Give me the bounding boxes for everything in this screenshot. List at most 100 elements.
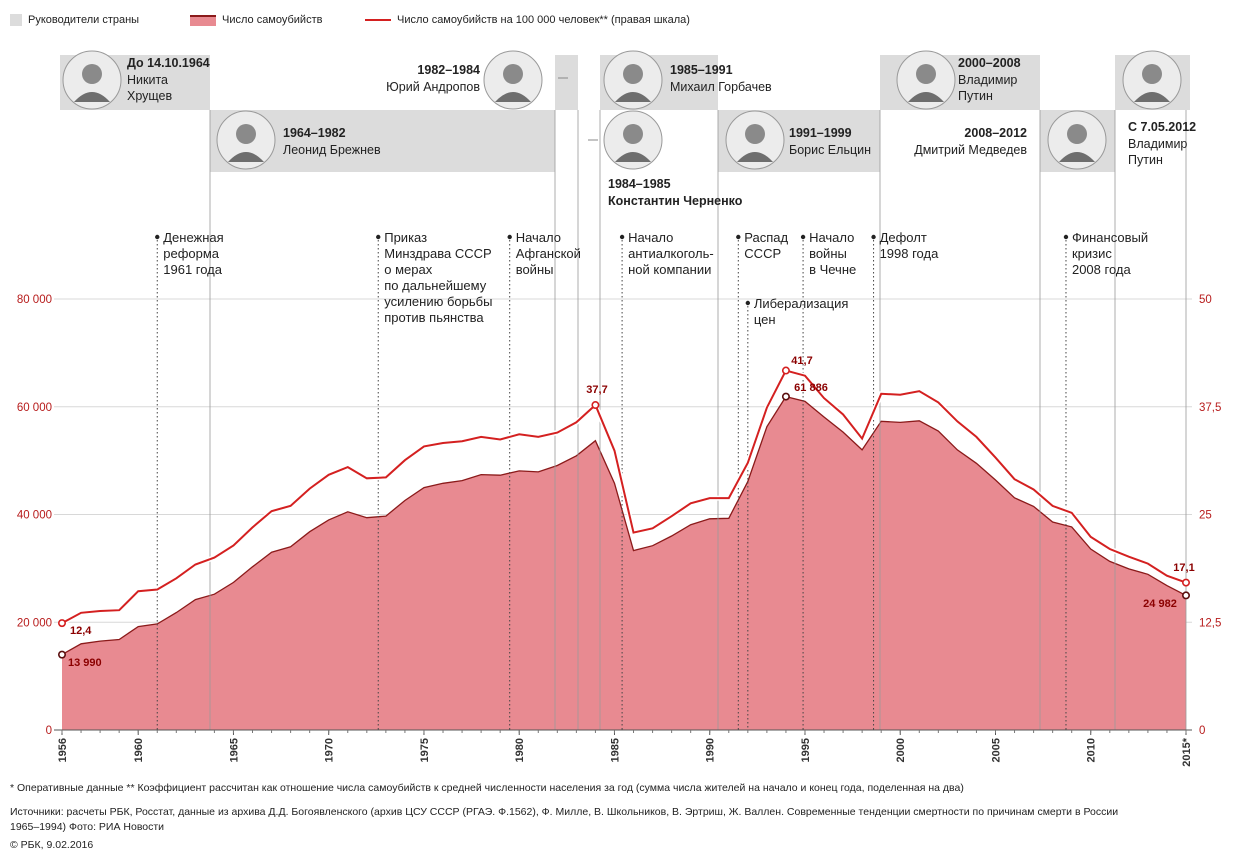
annotation-dot bbox=[57, 619, 66, 628]
event-label: 1961 года bbox=[163, 262, 223, 277]
leader-years: 1964–1982 bbox=[283, 126, 346, 140]
rate-swatch bbox=[365, 19, 391, 21]
portrait-shoulders bbox=[615, 152, 651, 162]
x-tick-label: 1980 bbox=[514, 738, 526, 762]
rate-line-path bbox=[61, 369, 1187, 624]
event-dot bbox=[1063, 234, 1069, 240]
leader-years: 1984–1985 bbox=[608, 177, 671, 191]
event-label: войны bbox=[809, 246, 847, 261]
leader-years: 2008–2012 bbox=[964, 126, 1027, 140]
portrait-head bbox=[623, 64, 643, 84]
annotation-dot bbox=[781, 366, 790, 375]
y-right-tick: 25 bbox=[1199, 510, 1212, 522]
event-dot bbox=[376, 234, 381, 240]
x-tick-label: 1985 bbox=[609, 738, 621, 762]
y-right-tick: 37,5 bbox=[1199, 402, 1221, 414]
leader-name: Борис Ельцин bbox=[789, 143, 871, 157]
leader-name: Юрий Андропов bbox=[386, 80, 480, 94]
legend-leaders-label: Руководители страны bbox=[28, 14, 140, 26]
leader-name-2: Путин bbox=[1128, 153, 1163, 167]
leader-years: 1982–1984 bbox=[417, 63, 480, 77]
leader-name: Владимир bbox=[958, 73, 1017, 87]
x-tick-label: 1995 bbox=[800, 738, 812, 762]
annotation-label: 12,4 bbox=[70, 625, 92, 637]
legend-suicides: Число самоубийств bbox=[190, 14, 322, 26]
leader-years: 2000–2008 bbox=[958, 56, 1021, 70]
event-label: ной компании bbox=[628, 262, 711, 277]
y-left-tick: 0 bbox=[46, 725, 52, 737]
event-label: войны bbox=[516, 262, 554, 277]
annotation-dot bbox=[1182, 591, 1191, 600]
portrait-head bbox=[745, 124, 765, 144]
event-label: о мерах bbox=[384, 262, 432, 277]
event-dot bbox=[619, 234, 625, 240]
x-tick-label: 2010 bbox=[1086, 738, 1098, 762]
event-label: СССР bbox=[744, 246, 781, 261]
x-tick-label: 1970 bbox=[324, 738, 336, 762]
event-label: Финансовый bbox=[1072, 230, 1148, 245]
x-tick-label: 1975 bbox=[419, 738, 431, 762]
y-left-tick: 80 000 bbox=[17, 294, 52, 306]
leader-years: До 14.10.1964 bbox=[127, 56, 210, 70]
leader-name-2: Путин bbox=[958, 89, 993, 103]
portrait-head bbox=[82, 64, 102, 84]
legend-rate: Число самоубийств на 100 000 человек** (… bbox=[365, 14, 690, 26]
event-label: Минздрава СССР bbox=[384, 246, 491, 261]
y-right-tick: 0 bbox=[1199, 725, 1205, 737]
event-label: Распад bbox=[744, 230, 788, 245]
annotation-label: 61 886 bbox=[794, 382, 828, 394]
portrait-shoulders bbox=[74, 92, 110, 102]
event-label: по дальнейшему bbox=[384, 278, 486, 293]
leader-name: Владимир bbox=[1128, 137, 1187, 151]
portrait-head bbox=[236, 124, 256, 144]
annotation-label: 13 990 bbox=[68, 657, 102, 669]
event-dot bbox=[871, 234, 876, 240]
portrait-shoulders bbox=[615, 92, 651, 102]
x-tick-label: 1960 bbox=[133, 738, 145, 762]
annotation-label: 24 982 bbox=[1143, 598, 1177, 610]
event-label: цен bbox=[754, 312, 776, 327]
portrait-head bbox=[916, 64, 936, 84]
event-dot bbox=[745, 300, 751, 306]
y-left-tick: 40 000 bbox=[17, 510, 52, 522]
legend-suicides-label: Число самоубийств bbox=[222, 14, 323, 26]
footnote-copyright: © РБК, 9.02.2016 bbox=[10, 839, 94, 851]
event-label: Либерализация bbox=[754, 296, 849, 311]
event-label: в Чечне bbox=[809, 262, 856, 277]
event-label: усилению борьбы bbox=[384, 294, 492, 309]
event-label: против пьянства bbox=[384, 310, 484, 325]
portrait-shoulders bbox=[228, 152, 264, 162]
event-label: реформа bbox=[163, 246, 220, 261]
event-label: 1998 года bbox=[880, 246, 940, 261]
portrait-shoulders bbox=[495, 92, 531, 102]
x-tick-label: 1965 bbox=[228, 738, 240, 762]
y-right-tick: 50 bbox=[1199, 294, 1212, 306]
event-dot bbox=[736, 234, 741, 240]
leader-years: 1991–1999 bbox=[789, 126, 852, 140]
leader-band bbox=[555, 55, 578, 110]
event-label: Афганской bbox=[516, 246, 581, 261]
legend-rate-label: Число самоубийств на 100 000 человек** (… bbox=[397, 14, 690, 26]
leader-years: С 7.05.2012 bbox=[1128, 120, 1196, 134]
annotation-dot bbox=[781, 392, 790, 401]
annotation-dot bbox=[57, 650, 66, 659]
leader-name: Дмитрий Медведев bbox=[914, 143, 1027, 157]
portrait-head bbox=[1142, 64, 1162, 84]
event-label: 2008 года bbox=[1072, 262, 1132, 277]
leader-name: Константин Черненко bbox=[608, 194, 743, 208]
event-label: Начало bbox=[628, 230, 673, 245]
portrait-head bbox=[503, 64, 523, 84]
event-label: Дефолт bbox=[880, 230, 927, 245]
annotation-label: 37,7 bbox=[586, 384, 607, 396]
x-tick-label: 2015* bbox=[1181, 737, 1193, 766]
leader-labels: До 14.10.1964 Никита Хрущев 1964–1982 Леонид… bbox=[62, 50, 1196, 208]
portrait-shoulders bbox=[908, 92, 944, 102]
suicides-area-edge bbox=[61, 395, 1187, 656]
portrait-shoulders bbox=[1134, 92, 1170, 102]
y-left-tick: 60 000 bbox=[17, 402, 52, 414]
annotation-label: 41,7 bbox=[791, 355, 812, 367]
portrait-head bbox=[623, 124, 643, 144]
event-dot bbox=[155, 234, 160, 240]
annotation-dot bbox=[591, 401, 600, 410]
annotation-dot bbox=[1182, 578, 1191, 587]
